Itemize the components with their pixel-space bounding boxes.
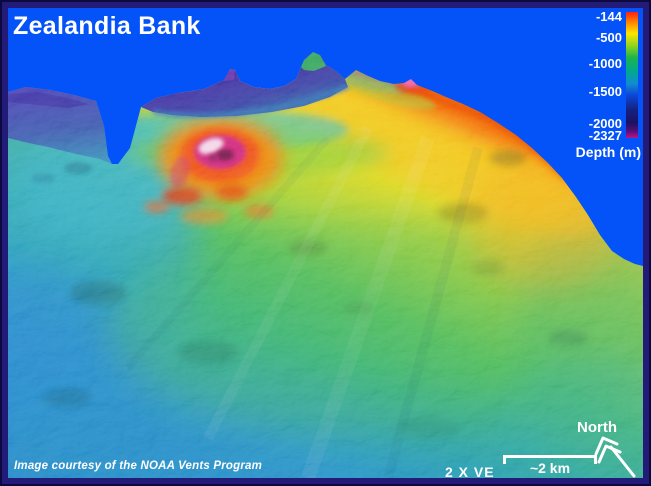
colorbar-tick-label: -500 — [595, 30, 622, 45]
credit-text: Image courtesy of the NOAA Vents Program — [14, 460, 263, 472]
terrain-render — [8, 8, 643, 478]
scale-bar — [503, 455, 597, 464]
map-title: Zealandia Bank — [13, 12, 201, 40]
colorbar-tick-label: -2000 — [588, 116, 622, 131]
north-label: North — [577, 419, 617, 436]
colorbar-tick-label: -144 — [595, 9, 622, 24]
scale-label: ~2 km — [529, 460, 571, 476]
colorbar-tick-label: -1000 — [588, 56, 622, 71]
map-canvas: Zealandia Bank -144 -500 -1000 -1500 -20… — [8, 8, 643, 478]
depth-colorbar — [626, 12, 638, 138]
depth-units-label: Depth (m) — [575, 144, 641, 160]
colorbar-tick-label: -2327 — [588, 128, 622, 143]
colorbar-tick-label: -1500 — [588, 84, 622, 99]
vertical-exaggeration-label: 2 X VE — [445, 464, 495, 478]
